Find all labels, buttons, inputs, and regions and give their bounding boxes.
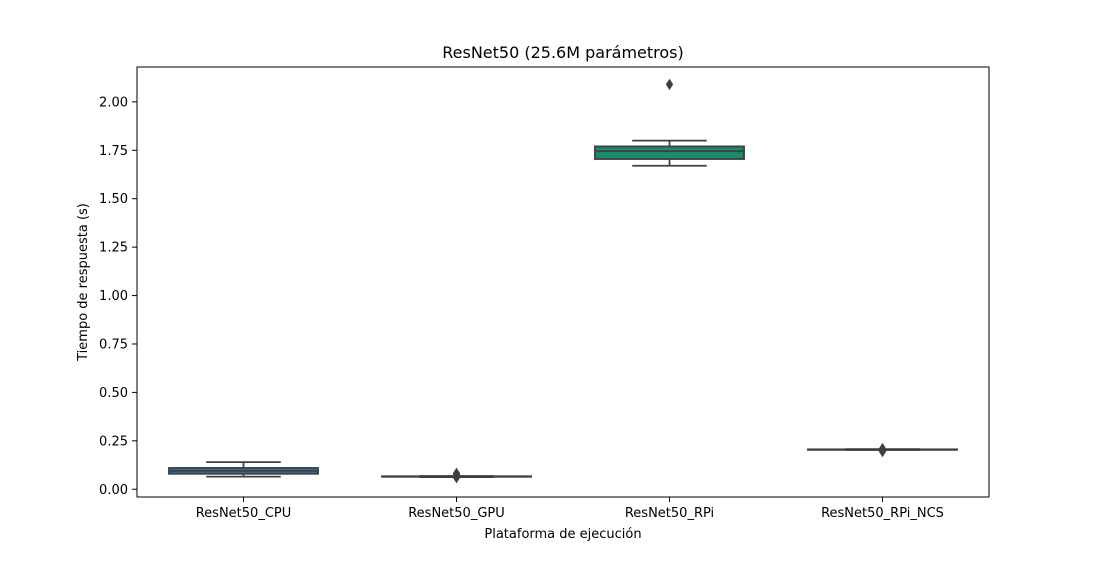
outlier-point xyxy=(452,467,461,480)
y-tick-label: 1.75 xyxy=(99,144,128,159)
y-tick-label: 1.00 xyxy=(99,289,128,304)
x-tick-label: ResNet50_CPU xyxy=(196,506,292,521)
outlier-point xyxy=(665,78,674,91)
y-tick-label: 0.75 xyxy=(99,337,128,352)
box-ResNet50_CPU xyxy=(168,461,319,478)
x-tick-label: ResNet50_RPi_NCS xyxy=(821,506,944,521)
chart-title: ResNet50 (25.6M parámetros) xyxy=(442,43,684,62)
y-tick-label: 0.50 xyxy=(99,386,128,401)
y-axis-label: Tiempo de respuesta (s) xyxy=(76,203,91,362)
plot-frame xyxy=(136,66,990,498)
x-axis-label: Plataforma de ejecución xyxy=(484,527,641,542)
plot-area: 0.00 0.25 0.50 0.75 1.00 1.25 1.50 1.75 2.00 ResN… xyxy=(99,66,990,521)
y-tick-label: 0.00 xyxy=(99,483,128,498)
x-tick-label: ResNet50_RPi xyxy=(625,506,714,521)
y-tick-label: 2.00 xyxy=(99,95,128,110)
y-tick-label: 1.25 xyxy=(99,241,128,256)
outlier-point xyxy=(878,442,887,455)
y-tick-label: 1.50 xyxy=(99,192,128,207)
box-iqr xyxy=(594,145,745,160)
box-ResNet50_GPU xyxy=(381,467,532,484)
x-tick-label: ResNet50_GPU xyxy=(408,506,505,521)
box-ResNet50_RPi xyxy=(594,78,745,167)
y-tick-label: 0.25 xyxy=(99,434,128,449)
box-ResNet50_RPi_NCS xyxy=(807,442,958,458)
